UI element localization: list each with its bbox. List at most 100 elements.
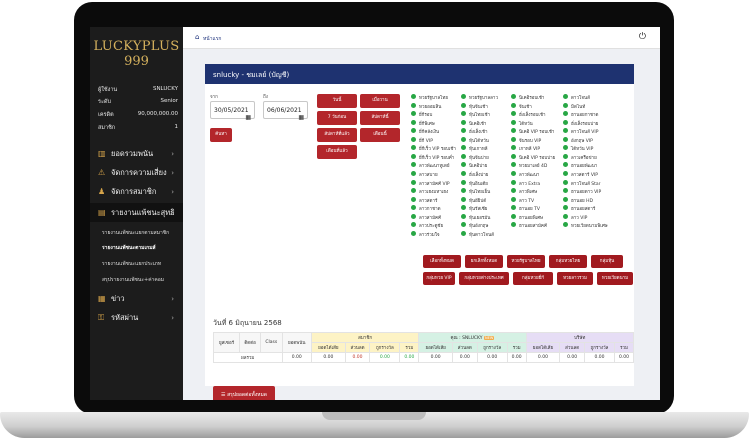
game-checkbox[interactable]: ไต้หวัน VIP (563, 145, 593, 152)
quick-7days-button[interactable]: 7 วันก่อน (317, 111, 357, 125)
game-checkbox[interactable]: ลาวสบาย (411, 170, 438, 178)
game-checkbox[interactable]: ลาวพัฒนา (511, 170, 539, 178)
game-checkbox[interactable]: ฮานอยสามัคคี (511, 222, 547, 229)
game-checkbox[interactable]: ฮั่งเส็งรอบเช้า (511, 111, 546, 118)
game-checkbox[interactable]: ฮานอยพิเศษ (511, 213, 543, 221)
game-checkbox[interactable]: ลาวกาชาด (411, 205, 441, 212)
game-checkbox[interactable]: ฮานอยสตาร์ (563, 205, 595, 212)
game-checkbox[interactable]: ลาวร่วมใจ (411, 230, 440, 238)
game-checkbox[interactable]: ยี่กีคลังเงิน (411, 128, 439, 135)
quick-this-week-button[interactable]: สัปดาห์นี้ (360, 111, 400, 125)
game-checkbox[interactable]: นิเคอิรอบเช้า (511, 94, 544, 101)
game-checkbox[interactable]: ฮั่งเส็งบ่าย (461, 170, 488, 178)
game-checkbox[interactable]: ลาว VIP (563, 213, 587, 221)
game-checkbox[interactable]: ยี่กีเร็ว VIP รอบเช้า (411, 145, 456, 152)
game-checkbox[interactable]: ดาวโจนส์ Star (563, 179, 601, 187)
quick-yesterday-button[interactable]: เมื่อวาน (360, 94, 400, 108)
game-checkbox[interactable]: หวยออมสิน (411, 102, 441, 110)
game-checkbox[interactable]: ลาวสตาร์ VIP (563, 170, 598, 178)
game-checkbox[interactable]: อังกฤษ VIP (563, 136, 593, 144)
vip-group-button[interactable]: กลุ่มหวย VIP (423, 272, 455, 285)
game-checkbox[interactable]: ลาว TV (511, 196, 534, 204)
game-checkbox[interactable]: ฮานอยดาว VIP (563, 188, 601, 195)
game-checkbox[interactable]: ลาวเฮงมหาเฮง (411, 188, 448, 195)
lao-group-button[interactable]: หวยลาวรวม (557, 272, 593, 285)
game-checkbox[interactable]: หุ้นเกาหลี (461, 145, 488, 152)
quick-last-month-button[interactable]: เดือนที่แล้ว (317, 145, 357, 159)
game-checkbox[interactable]: ลาวสามัคคี VIP (411, 179, 450, 187)
game-checkbox[interactable]: หุ้นจีนเช้า (461, 102, 488, 110)
game-checkbox[interactable]: หุ้นไทยเช้า (461, 111, 490, 118)
game-checkbox[interactable]: มิดไนท์ (563, 102, 585, 110)
date-from-input[interactable]: 30/05/2021 ▦ (210, 101, 255, 121)
game-checkbox[interactable]: ฮานอย TV (511, 205, 540, 212)
search-button[interactable]: ค้นหา (210, 128, 232, 142)
game-checkbox[interactable]: ไต้หวัน (511, 119, 533, 127)
game-checkbox[interactable]: นิเคอิ VIP รอบบ่าย (511, 153, 555, 161)
game-checkbox[interactable]: ลาวสตาร์ (411, 196, 437, 204)
game-checkbox[interactable]: ลาวพิเศษ (511, 188, 537, 195)
game-checkbox[interactable]: หวยรัฐบาลลาว (461, 94, 498, 101)
game-checkbox[interactable]: จีนรอบ VIP (511, 136, 541, 144)
game-checkbox[interactable]: ฮั่งเส็งเช้า (461, 128, 488, 135)
submenu-item[interactable]: รายงานแพ้ชนะแยกตามสมาชิก (102, 230, 170, 236)
clear-all-button[interactable]: ยกเลิกทั้งหมด (465, 255, 503, 268)
game-checkbox[interactable]: หวยรัฐบาลไทย (411, 94, 448, 101)
menu-risk[interactable]: ⚠ จัดการความเสี่ยง › (90, 163, 183, 182)
breadcrumb[interactable]: หน้าแรก (203, 36, 222, 42)
game-checkbox[interactable]: หุ้นอินเดีย (461, 179, 488, 187)
power-icon[interactable]: ⏻ (638, 32, 646, 42)
game-checkbox[interactable]: หวยมาเลย์ 4D (511, 162, 547, 169)
submenu-item[interactable]: สรุปรายงานแพ้ชนะ+ค่าคอม (102, 277, 165, 283)
menu-report[interactable]: ▤ รายงานแพ้ชนะสุทธิ ⌄ (90, 203, 183, 222)
game-checkbox[interactable]: หุ้นดาวโจนส์ (461, 230, 494, 238)
quick-today-button[interactable]: วันนี้ (317, 94, 357, 108)
game-checkbox[interactable]: ลาวเครือข่าย (563, 153, 597, 161)
game-checkbox[interactable]: หุ้นจีนบ่าย (461, 153, 489, 161)
menu-news[interactable]: ▦ ข่าว › (90, 289, 183, 308)
game-checkbox[interactable]: นิเคอิบ่าย (461, 162, 487, 169)
game-checkbox[interactable]: หุ้นอียิปต์ (461, 196, 486, 204)
home-icon[interactable]: ⌂ (195, 33, 200, 41)
game-checkbox[interactable]: ลาวประตูชัย (411, 222, 443, 229)
game-checkbox[interactable]: ดาวโจนส์ VIP (563, 128, 598, 135)
game-checkbox[interactable]: นิเคอิ VIP รอบเช้า (511, 128, 554, 135)
game-checkbox[interactable]: ยี่กีพิเศษ (411, 119, 435, 127)
game-checkbox[interactable]: ฮานอย HD (563, 196, 593, 204)
game-checkbox[interactable]: หุ้นไต้หวัน (461, 136, 489, 144)
foreign-group-button[interactable]: กลุ่มหวยต่างประเทศ (459, 272, 509, 285)
menu-password[interactable]: ⚿ รหัสผ่าน › (90, 308, 183, 327)
quick-last-week-button[interactable]: สัปดาห์ที่แล้ว (317, 128, 357, 142)
game-checkbox[interactable]: ฮานอยพัฒนา (563, 162, 597, 169)
game-checkbox[interactable]: หุ้นไทยเย็น (461, 188, 490, 195)
vietnam-group-button[interactable]: หวยเวียดนาม (597, 272, 633, 285)
submenu-item[interactable]: รายงานแพ้ชนะแยกประเภท (102, 261, 162, 267)
game-checkbox[interactable]: ลาวพัฒนาทูเดย์ (411, 162, 450, 169)
game-checkbox[interactable]: ยี่กี VIP (411, 136, 433, 144)
yeekee-group-button[interactable]: กลุ่มหวยยี่กี (513, 272, 553, 285)
game-checkbox[interactable]: หวยเวียดนามพิเศษ (563, 222, 608, 229)
game-checkbox[interactable]: เกาหลี VIP (511, 145, 540, 152)
game-checkbox[interactable]: ลาว Extra (511, 179, 540, 187)
thai-lotto-button[interactable]: หวยรัฐบาลไทย (507, 255, 545, 268)
select-all-button[interactable]: เลือกทั้งหมด (423, 255, 461, 268)
game-checkbox[interactable]: หุ้นอังกฤษ (461, 222, 488, 229)
game-checkbox[interactable]: ลาวสามัคคี (411, 213, 441, 221)
stock-group-button[interactable]: กลุ่มหุ้น (591, 255, 623, 268)
game-checkbox[interactable]: ยี่กีเร็ว VIP รอบค่ำ (411, 153, 454, 161)
date-to-input[interactable]: 06/06/2021 ▦ (263, 101, 308, 121)
submenu-item-active[interactable]: รายงานแพ้ชนะตามเกมส์ (102, 245, 156, 251)
quick-this-month-button[interactable]: เดือนนี้ (360, 128, 400, 142)
summary-button[interactable]: ☰ สรุปยอดต่อทั้งหมด (213, 386, 275, 400)
game-checkbox[interactable]: จีนเช้า (511, 102, 532, 110)
game-checkbox[interactable]: ดาวโจนส์ (563, 94, 590, 101)
game-checkbox[interactable]: ยี่กีรอบ (411, 111, 432, 118)
menu-bet-total[interactable]: ▥ ยอดรวมพนัน › (90, 144, 183, 163)
game-checkbox[interactable]: นิเคอิเช้า (461, 119, 486, 127)
game-checkbox[interactable]: หุ้นเยอรมัน (461, 213, 490, 221)
game-checkbox[interactable]: ฮานอยกาชาด (563, 111, 598, 118)
game-checkbox[interactable]: หุ้นรัสเซีย (461, 205, 487, 212)
menu-members[interactable]: ♟ จัดการสมาชิก › (90, 182, 183, 201)
game-checkbox[interactable]: ฮั่งเส็งรอบบ่าย (563, 119, 598, 127)
thai-group-button[interactable]: กลุ่มหวยไทย (549, 255, 587, 268)
